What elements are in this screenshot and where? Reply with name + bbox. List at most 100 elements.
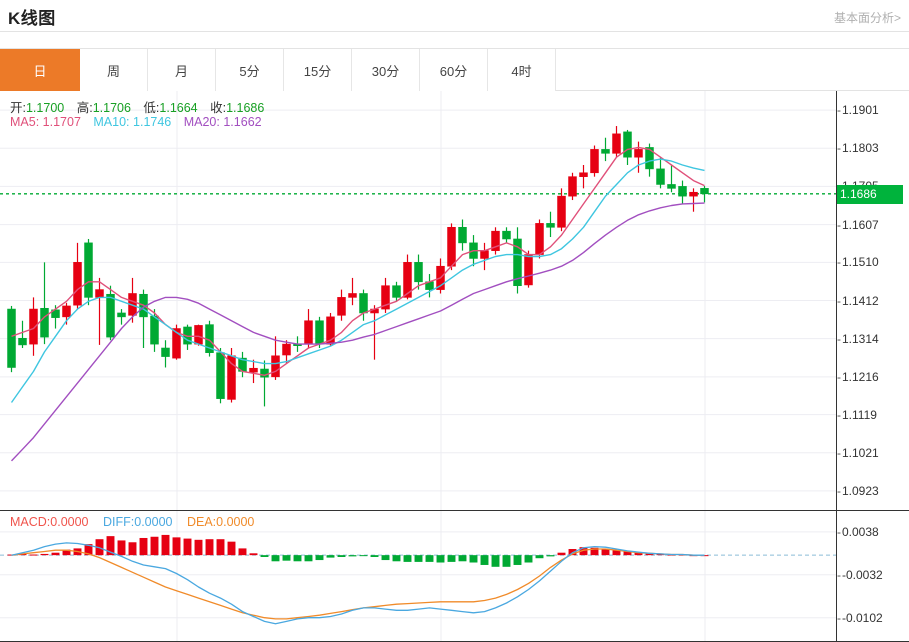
price-axis-tick-label: 1.1510 [842, 255, 879, 270]
candle-body[interactable] [557, 195, 566, 228]
dea-line [11, 548, 705, 620]
candle-body[interactable] [634, 149, 643, 158]
candle-body[interactable] [535, 223, 544, 255]
candle-body[interactable] [227, 355, 236, 400]
candle-body[interactable] [117, 312, 126, 318]
tick-dash: - [837, 445, 841, 460]
tab-30min[interactable]: 30分 [352, 49, 420, 91]
candle-body[interactable] [381, 285, 390, 310]
fundamental-analysis-link[interactable]: 基本面分析> [833, 11, 901, 25]
candlestick-plot[interactable] [0, 91, 836, 510]
price-axis-tick: -1.1216 [837, 370, 879, 384]
candle-body[interactable] [568, 176, 577, 197]
macd-histogram-bar [139, 537, 148, 556]
candle-body[interactable] [84, 242, 93, 298]
candle-body[interactable] [700, 188, 709, 195]
tab-4hour[interactable]: 4时 [488, 49, 556, 91]
price-axis-tick: -1.1021 [837, 446, 879, 460]
candle-body[interactable] [326, 316, 335, 345]
tab-label: 4时 [511, 63, 532, 79]
tab-day[interactable]: 日 [0, 49, 80, 91]
price-axis-tick-label: 1.1901 [842, 103, 879, 118]
candle-body[interactable] [579, 172, 588, 177]
candle-body[interactable] [249, 367, 258, 373]
tab-60min[interactable]: 60分 [420, 49, 488, 91]
candle-body[interactable] [502, 230, 511, 240]
macd-histogram-bar [469, 555, 478, 563]
tab-month[interactable]: 月 [148, 49, 216, 91]
candle-body[interactable] [414, 262, 423, 283]
ohlc-close-label: 收: [210, 101, 227, 115]
macd-histogram-bar [458, 555, 467, 562]
macd-histogram-bar [403, 555, 412, 562]
macd-panel[interactable]: MACD:0.0000 DIFF:0.0000 DEA:0.0000 [0, 511, 836, 641]
candle-body[interactable] [271, 355, 280, 378]
macd-histogram-bar [315, 555, 324, 561]
candle-body[interactable] [546, 223, 555, 228]
price-axis-tick: -1.1119 [837, 408, 877, 422]
candle-body[interactable] [7, 308, 16, 368]
candle-body[interactable] [29, 308, 38, 345]
candle-body[interactable] [348, 293, 357, 298]
macd-histogram-bar [216, 539, 225, 556]
tick-dash: - [837, 255, 841, 270]
candle-body[interactable] [359, 293, 368, 314]
current-price-badge: 1.1686 [837, 184, 903, 204]
macd-histogram-bar [502, 555, 511, 567]
candle-body[interactable] [392, 285, 401, 298]
candle-body[interactable] [480, 250, 489, 259]
candle-body[interactable] [73, 262, 82, 306]
macd-histogram-bar [535, 555, 544, 559]
diff-value: 0.0000 [134, 515, 173, 529]
candle-body[interactable] [601, 149, 610, 154]
price-panel[interactable]: 开:1.1700 高:1.1706 低:1.1664 收:1.1686 MA5:… [0, 91, 836, 510]
tab-15min[interactable]: 15分 [284, 49, 352, 91]
candle-body[interactable] [645, 147, 654, 170]
ma5-label: MA5: [10, 115, 40, 129]
macd-histogram-bar [161, 534, 170, 556]
candle-body[interactable] [194, 325, 203, 345]
ohlc-high-value: 1.1706 [92, 101, 131, 115]
macd-histogram-bar [106, 536, 115, 556]
candle-body[interactable] [216, 352, 225, 399]
candle-body[interactable] [623, 131, 632, 158]
tab-week[interactable]: 周 [80, 49, 148, 91]
candle-body[interactable] [612, 133, 621, 154]
candle-body[interactable] [491, 230, 500, 251]
candle-body[interactable] [40, 307, 49, 338]
candle-body[interactable] [150, 315, 159, 345]
candle-body[interactable] [18, 337, 27, 346]
candle-body[interactable] [161, 347, 170, 357]
dea-value-group: DEA:0.0000 [187, 515, 254, 529]
tab-5min[interactable]: 5分 [216, 49, 284, 91]
candle-body[interactable] [95, 289, 104, 298]
price-axis-tick: -1.1607 [837, 218, 879, 232]
candle-body[interactable] [260, 368, 269, 378]
candle-body[interactable] [656, 168, 665, 185]
ma10-label: MA10: [93, 115, 130, 129]
candle-body[interactable] [106, 293, 115, 338]
macd-histogram-bar [392, 555, 401, 562]
candle-body[interactable] [667, 184, 676, 189]
timeframe-tab-bar: 日 周 月 5分 15分 30分 60分 4时 [0, 48, 909, 91]
candle-body[interactable] [403, 262, 412, 298]
candle-body[interactable] [337, 297, 346, 316]
candle-body[interactable] [524, 254, 533, 286]
candle-body[interactable] [458, 226, 467, 244]
candle-body[interactable] [282, 343, 291, 356]
macd-histogram-bar [238, 548, 247, 556]
candle-body[interactable] [689, 191, 698, 197]
candle-body[interactable] [447, 226, 456, 267]
tick-dash: - [837, 407, 841, 422]
ohlc-low-value: 1.1664 [159, 101, 198, 115]
macd-plot[interactable] [0, 511, 836, 641]
candle-body[interactable] [304, 320, 313, 345]
candle-body[interactable] [62, 305, 71, 318]
macd-histogram-bar [579, 547, 588, 556]
candle-body[interactable] [513, 238, 522, 287]
candle-body[interactable] [172, 328, 181, 359]
candle-body[interactable] [590, 149, 599, 174]
candle-body[interactable] [678, 186, 687, 197]
candle-body[interactable] [315, 320, 324, 345]
